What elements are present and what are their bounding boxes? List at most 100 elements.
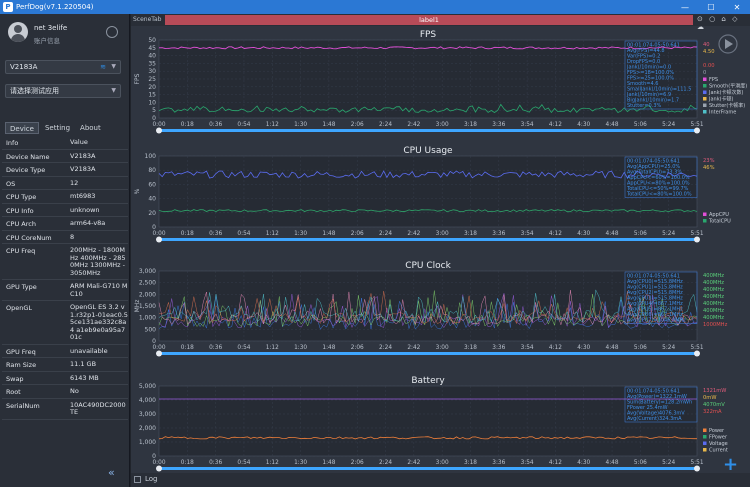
x-tick-label: 3:00: [436, 460, 449, 466]
app-select-value: 请选择测试应用: [10, 87, 59, 95]
x-tick-label: 2:24: [379, 345, 392, 351]
log-label: Log: [145, 475, 158, 483]
slider-handle-left[interactable]: [156, 465, 162, 472]
info-key: CPU Info: [6, 206, 34, 215]
x-tick-label: 1:30: [294, 122, 307, 128]
slider-handle-left[interactable]: [156, 127, 162, 134]
tab-device[interactable]: Device: [5, 122, 39, 134]
x-tick-label: 5:06: [634, 122, 647, 128]
slider-handle-right[interactable]: [694, 236, 700, 243]
tooltip-text: Avg(Voltage)4076.3mV: [627, 411, 685, 417]
info-key: CPU Freq: [6, 247, 36, 255]
y-tick-label: 500: [145, 326, 157, 333]
x-tick-label: 3:18: [464, 231, 477, 237]
tooltip-text: Avg(CPU4)=867.1MHz: [627, 301, 683, 307]
y-tick-label: 45: [148, 45, 156, 52]
tooltip-text: Avg(Power)=1322.1mW: [627, 394, 687, 400]
time-range-slider[interactable]: [159, 467, 697, 470]
right-value: 400MHz: [703, 280, 724, 286]
scene-label[interactable]: label1: [165, 15, 693, 25]
x-tick-label: 3:00: [436, 231, 449, 237]
maximize-button[interactable]: ☐: [707, 2, 715, 12]
y-tick-label: 0: [152, 453, 156, 460]
slider-handle-left[interactable]: [156, 350, 162, 357]
x-tick-label: 5:06: [634, 460, 647, 466]
info-key: CPU CoreNum: [6, 233, 52, 242]
x-tick-label: 1:30: [294, 345, 307, 351]
toolbar-icons[interactable]: ⊙ ○ ⌂ ◇ ☁: [697, 15, 740, 31]
app-select[interactable]: 请选择测试应用 ▼: [5, 84, 121, 98]
slider-handle-left[interactable]: [156, 236, 162, 243]
plot-area: [158, 385, 698, 457]
x-tick-label: 1:48: [322, 460, 335, 466]
x-tick-label: 1:12: [266, 345, 279, 351]
x-tick-label: 5:24: [662, 460, 675, 466]
series-line: [158, 103, 698, 114]
slider-handle-right[interactable]: [694, 465, 700, 472]
x-tick-label: 0:18: [181, 231, 194, 237]
x-tick-label: 4:48: [606, 122, 619, 128]
chevron-down-icon: ▼: [111, 63, 116, 70]
x-tick-label: 5:24: [662, 345, 675, 351]
close-button[interactable]: ✕: [733, 2, 741, 12]
y-tick-label: 0: [152, 224, 156, 231]
right-value: 0: [703, 70, 706, 76]
info-key: Root: [6, 388, 21, 396]
account-info-link[interactable]: 账户信息: [34, 37, 60, 45]
y-tick-label: 1,000: [139, 439, 156, 446]
table-row: CPU Arch arm64-v8a: [2, 217, 128, 231]
x-tick-label: 0:18: [181, 460, 194, 466]
y-tick-label: 40: [148, 53, 156, 60]
tab-about[interactable]: About: [80, 124, 101, 132]
tooltip-text: Avg(CPU5)=867.1MHz: [627, 307, 683, 313]
y-tick-label: 5: [152, 107, 156, 114]
legend-swatch: [703, 103, 707, 107]
legend-swatch: [703, 448, 707, 452]
device-select[interactable]: V2183A ≋ ▼: [5, 60, 121, 74]
time-range-slider[interactable]: [159, 238, 697, 241]
y-tick-label: 35: [148, 60, 156, 67]
info-value: 10AC490DC2000TE: [70, 400, 126, 416]
x-tick-label: 1:12: [266, 231, 279, 237]
slider-handle-right[interactable]: [694, 350, 700, 357]
play-icon-triangle[interactable]: [725, 39, 733, 49]
x-tick-label: 0:36: [209, 231, 222, 237]
avatar[interactable]: [8, 22, 28, 42]
table-row: CPU Type mt6983: [2, 190, 128, 204]
info-value: OpenGL ES 3.2 v1.r32p1-01eac0.5 5ce131ae…: [70, 303, 128, 341]
right-value: 400MHz: [703, 287, 724, 293]
time-range-slider[interactable]: [159, 129, 697, 132]
right-value: 23%: [703, 158, 715, 164]
info-key: SerialNum: [6, 401, 40, 410]
tooltip-text: AppCPU<=80%=100.0%: [627, 181, 690, 187]
tooltip-text: Avg(AppCPU)=25.0%: [627, 164, 680, 170]
table-row: Swap 6143 MB: [2, 372, 128, 385]
log-checkbox[interactable]: [134, 476, 141, 483]
info-value: 8: [70, 232, 75, 241]
y-axis-label: FPS: [134, 73, 141, 84]
y-tick-label: 1,000: [139, 315, 156, 322]
slider-handle-right[interactable]: [694, 127, 700, 134]
x-tick-label: 2:24: [379, 231, 392, 237]
x-tick-label: 5:51: [690, 122, 703, 128]
x-tick-label: 3:00: [436, 122, 449, 128]
power-icon[interactable]: [106, 26, 118, 38]
x-tick-label: 3:36: [492, 345, 505, 351]
legend-entry: Voltage: [709, 441, 728, 447]
x-tick-label: 2:06: [351, 345, 364, 351]
minimize-button[interactable]: —: [681, 2, 689, 12]
bottom-bar: Log: [131, 473, 750, 487]
time-range-slider[interactable]: [159, 352, 697, 355]
tab-setting[interactable]: Setting: [44, 124, 71, 132]
y-tick-label: 25: [148, 76, 156, 83]
tooltip-text: Var(FPS)=0.2: [627, 54, 660, 60]
collapse-sidebar-icon[interactable]: «: [108, 466, 115, 479]
add-chart-button[interactable]: +: [723, 454, 739, 475]
x-tick-label: 3:54: [521, 122, 534, 128]
x-tick-label: 1:12: [266, 122, 279, 128]
y-tick-label: 2,000: [139, 425, 156, 432]
tooltip-text: Smooth=4.6: [627, 81, 658, 87]
x-tick-label: 1:48: [322, 345, 335, 351]
play-icon[interactable]: [718, 34, 738, 54]
tooltip-text: TotalCPU<=80%=100.0%: [626, 192, 692, 198]
